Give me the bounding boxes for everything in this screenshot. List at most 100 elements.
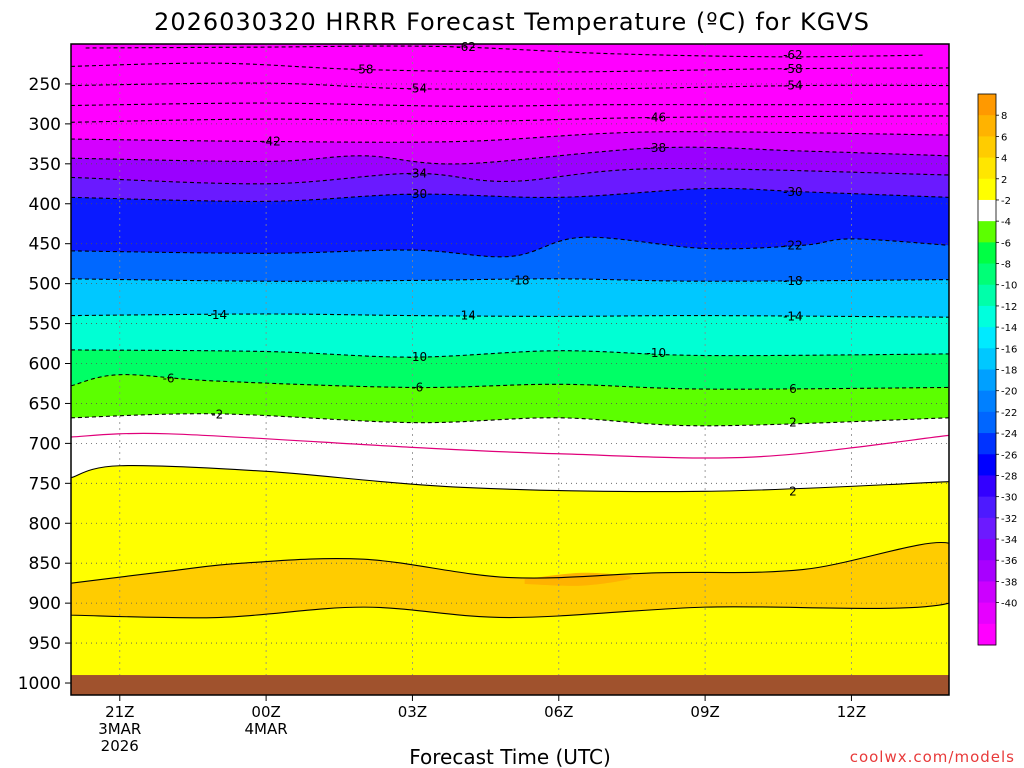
y-tick-label: 900: [29, 594, 61, 614]
contour-line: [71, 278, 949, 282]
band-warm-6: [71, 542, 949, 618]
y-tick-label: 250: [29, 75, 61, 95]
colorbar-swatch: [978, 242, 996, 265]
contour-label: -54: [783, 79, 803, 93]
contour-label: -14: [783, 309, 803, 323]
colorbar-label: -40: [1001, 599, 1017, 610]
contour-label: -18: [783, 274, 803, 288]
colorbar-label: 2: [1001, 175, 1007, 186]
colorbar-swatch: [978, 94, 996, 116]
y-tick-label: 950: [29, 634, 61, 654]
contour-label: -34: [408, 166, 428, 180]
colorbar-label: -30: [1001, 493, 1017, 504]
colorbar-swatch: [978, 433, 996, 455]
contour-line: [71, 413, 949, 427]
contour-label: -30: [783, 185, 803, 199]
x-tick-label: 21Z: [105, 703, 134, 721]
y-tick-label: 400: [29, 195, 61, 215]
contour-label: -38: [647, 141, 667, 155]
colorbar-swatch: [978, 517, 996, 540]
colorbar-swatch: [978, 581, 996, 604]
contour-label: -18: [510, 273, 530, 287]
y-tick-label: 350: [29, 155, 61, 175]
x-tick-label: 09Z: [690, 703, 719, 721]
x-tick-label: 03Z: [398, 703, 427, 721]
contour-label: -58: [354, 63, 374, 77]
y-tick-label: 1000: [18, 674, 61, 694]
colorbar-swatch: [978, 496, 996, 519]
y-tick-label: 700: [29, 434, 61, 454]
contour-label: -54: [408, 82, 428, 96]
contour-label: -14: [208, 308, 228, 322]
colorbar-label: -32: [1001, 514, 1017, 525]
y-tick-label: 450: [29, 235, 61, 255]
contour-line: [71, 464, 949, 493]
colorbar-swatch: [978, 263, 996, 286]
colorbar-label: -6: [1001, 238, 1011, 249]
colorbar-label: -34: [1001, 535, 1017, 546]
colorbar-label: -4: [1001, 217, 1011, 228]
colorbar-label: -24: [1001, 429, 1017, 440]
x-tick-label: 3MAR: [98, 720, 141, 738]
contour-label: -2: [211, 408, 223, 422]
contour-label: -58: [783, 62, 803, 76]
contour-label: -30: [408, 187, 428, 201]
y-tick-label: 800: [29, 514, 61, 534]
temperature-bands: [71, 44, 949, 695]
band-warm-8: [524, 572, 632, 586]
colorbar-label: -2: [1001, 196, 1011, 207]
contour-line: [71, 432, 949, 459]
chart-title: 2026030320 HRRR Forecast Temperature (ºC…: [154, 8, 870, 36]
x-tick-label: 06Z: [544, 703, 573, 721]
contour-line: [71, 349, 949, 358]
ground-layer: [71, 675, 949, 695]
x-tick-label: 00Z: [251, 703, 280, 721]
colorbar-swatch: [978, 454, 996, 476]
colorbar-label: -36: [1001, 556, 1017, 567]
band-above--62: [71, 44, 949, 57]
colorbar-label: 8: [1001, 111, 1007, 122]
contour-line: [71, 167, 949, 185]
plot-frame: [70, 43, 950, 696]
grid-lines: [71, 44, 949, 695]
x-axis-label: Forecast Time (UTC): [409, 745, 611, 768]
contour-lines: [71, 45, 949, 619]
y-tick-label: 650: [29, 394, 61, 414]
colorbar-swatch: [978, 199, 996, 222]
colorbar-label: -16: [1001, 344, 1017, 355]
colorbar-swatch: [978, 539, 996, 561]
contour-line: [71, 374, 949, 390]
contour-line: [71, 62, 949, 73]
colorbar-label: -8: [1001, 260, 1011, 271]
contour-label: -46: [647, 110, 667, 124]
colorbar-swatch: [978, 327, 996, 349]
contour-label: 6: [789, 382, 797, 396]
colorbar-swatch: [978, 157, 996, 180]
x-tick-label: 4MAR: [245, 720, 288, 738]
contour-label: -62: [456, 40, 476, 54]
plot-area: [71, 44, 949, 695]
contour-label: -22: [783, 238, 803, 252]
y-tick-label: 850: [29, 554, 61, 574]
colorbar-label: -26: [1001, 450, 1017, 461]
colorbar-label: -14: [1001, 323, 1017, 334]
colorbar-label: -18: [1001, 366, 1017, 377]
colorbar-swatch: [978, 221, 996, 243]
colorbar-label: -22: [1001, 408, 1017, 419]
y-tick-label: 600: [29, 355, 61, 375]
colorbar-label: -28: [1001, 471, 1017, 482]
y-axis: 250 300 350 400 450 500 550 600 650 700 750 800 850 9…: [18, 75, 71, 694]
contour-line: [71, 541, 949, 619]
colorbar-swatch: [978, 411, 996, 434]
x-tick-label: 2026: [101, 737, 139, 755]
source-credit[interactable]: coolwx.com/models: [850, 748, 1015, 766]
colorbar-label: -20: [1001, 387, 1017, 398]
contour-label: -42: [261, 134, 281, 148]
colorbar-swatch: [978, 284, 996, 307]
colorbar-swatch: [978, 305, 996, 328]
colorbar-legend: 8 6 4 2 -2 -4 -6 -8 -10 -12 -14 -16 -18 -20 -22 -24 -26 -…: [977, 93, 1017, 646]
colorbar-swatch: [978, 602, 996, 625]
contour-line: [85, 45, 925, 58]
colorbar-label: 6: [1001, 132, 1007, 143]
